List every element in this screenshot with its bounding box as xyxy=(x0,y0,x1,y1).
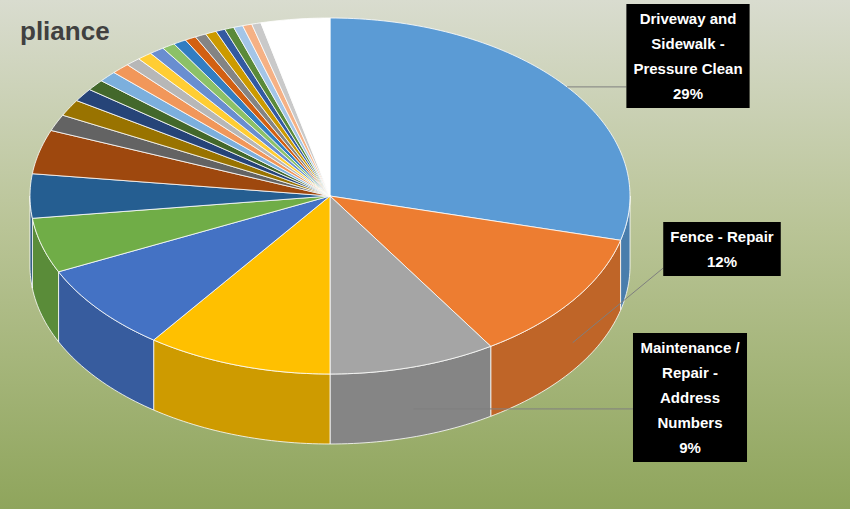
background xyxy=(0,0,850,509)
chart: pliance Driveway andSidewalk -Pressure Cl… xyxy=(0,0,850,509)
leader-line xyxy=(573,268,664,343)
category-label: Maintenance /Repair -AddressNumbers xyxy=(640,339,740,431)
value-label: 29% xyxy=(673,85,703,102)
leader-line xyxy=(414,408,633,409)
category-label: Driveway andSidewalk -Pressure Clean xyxy=(633,10,742,77)
label-box: Fence - Repair 12% xyxy=(573,222,781,343)
slice xyxy=(330,196,491,374)
slices xyxy=(30,18,630,444)
label-box: Driveway andSidewalk -Pressure Clean 29% xyxy=(567,4,750,108)
label-background xyxy=(663,222,781,276)
data-labels: Driveway andSidewalk -Pressure Clean 29% F… xyxy=(414,4,781,462)
slice xyxy=(261,18,330,196)
label-background xyxy=(626,4,749,108)
leader-line xyxy=(567,86,626,87)
label-background xyxy=(633,333,747,462)
value-label: 12% xyxy=(707,253,737,270)
title: pliance xyxy=(20,16,110,46)
value-label: 9% xyxy=(679,439,701,456)
category-label: Fence - Repair xyxy=(670,228,774,245)
label-box: Maintenance /Repair -AddressNumbers 9% xyxy=(414,333,747,462)
